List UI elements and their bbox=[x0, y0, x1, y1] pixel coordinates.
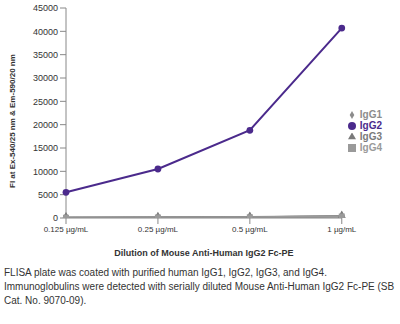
svg-text:40000: 40000 bbox=[33, 27, 58, 37]
svg-text:35000: 35000 bbox=[33, 50, 58, 60]
svg-text:15000: 15000 bbox=[33, 143, 58, 153]
svg-text:25000: 25000 bbox=[33, 97, 58, 107]
svg-text:0.25 µg/mL: 0.25 µg/mL bbox=[138, 225, 179, 234]
svg-text:45000: 45000 bbox=[33, 3, 58, 13]
svg-text:0.125 µg/mL: 0.125 µg/mL bbox=[44, 225, 89, 234]
svg-text:10000: 10000 bbox=[33, 167, 58, 177]
svg-text:1 µg/mL: 1 µg/mL bbox=[327, 225, 357, 234]
svg-text:Dilution of Mouse Anti-Human I: Dilution of Mouse Anti-Human IgG2 Fc-PE bbox=[114, 248, 293, 258]
html-text:IgG4: IgG4 bbox=[359, 142, 382, 153]
svg-text:30000: 30000 bbox=[33, 73, 58, 83]
html-text:FLISA plate was coated with pu: FLISA plate was coated with purified hum… bbox=[4, 267, 395, 306]
svg-text:0.5 µg/mL: 0.5 µg/mL bbox=[232, 225, 268, 234]
html-text:IgG3: IgG3 bbox=[359, 131, 382, 142]
svg-text:20000: 20000 bbox=[33, 120, 58, 130]
svg-text:5000: 5000 bbox=[38, 190, 58, 200]
html-text:IgG2: IgG2 bbox=[359, 120, 382, 131]
svg-text:0: 0 bbox=[53, 213, 58, 223]
html-text:IgG1: IgG1 bbox=[359, 109, 382, 120]
svg-text:FI at Ex-540/25 nm & Em-590/20: FI at Ex-540/25 nm & Em-590/20 nm bbox=[8, 54, 17, 188]
